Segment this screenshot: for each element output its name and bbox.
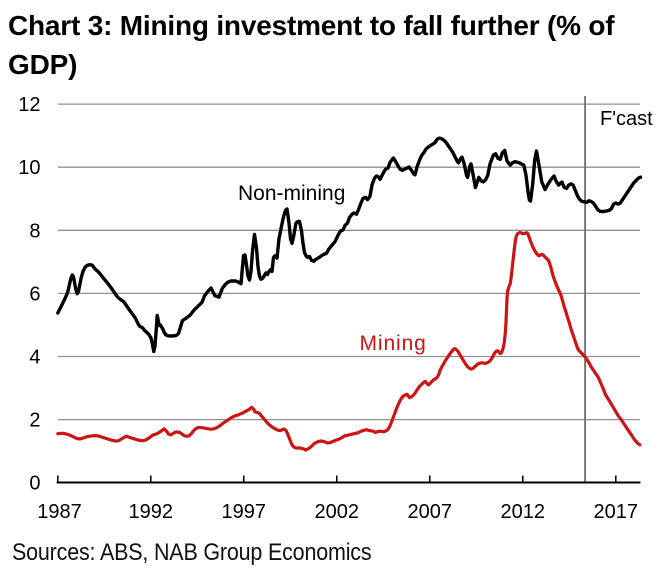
svg-text:2: 2 [29, 410, 40, 432]
svg-text:0: 0 [29, 473, 40, 495]
svg-text:2017: 2017 [594, 501, 639, 523]
svg-text:6: 6 [29, 283, 40, 305]
svg-text:Non-mining: Non-mining [238, 182, 345, 205]
svg-text:1992: 1992 [129, 501, 174, 523]
svg-text:8: 8 [29, 220, 40, 242]
svg-text:Mining: Mining [360, 332, 427, 355]
svg-text:2012: 2012 [501, 501, 546, 523]
svg-text:10: 10 [18, 157, 40, 179]
svg-text:F'cast: F'cast [600, 108, 653, 130]
svg-text:2002: 2002 [315, 501, 360, 523]
svg-text:1987: 1987 [37, 501, 82, 523]
svg-text:1997: 1997 [222, 501, 267, 523]
svg-text:4: 4 [29, 347, 40, 369]
svg-text:12: 12 [18, 94, 40, 116]
svg-text:2007: 2007 [408, 501, 453, 523]
